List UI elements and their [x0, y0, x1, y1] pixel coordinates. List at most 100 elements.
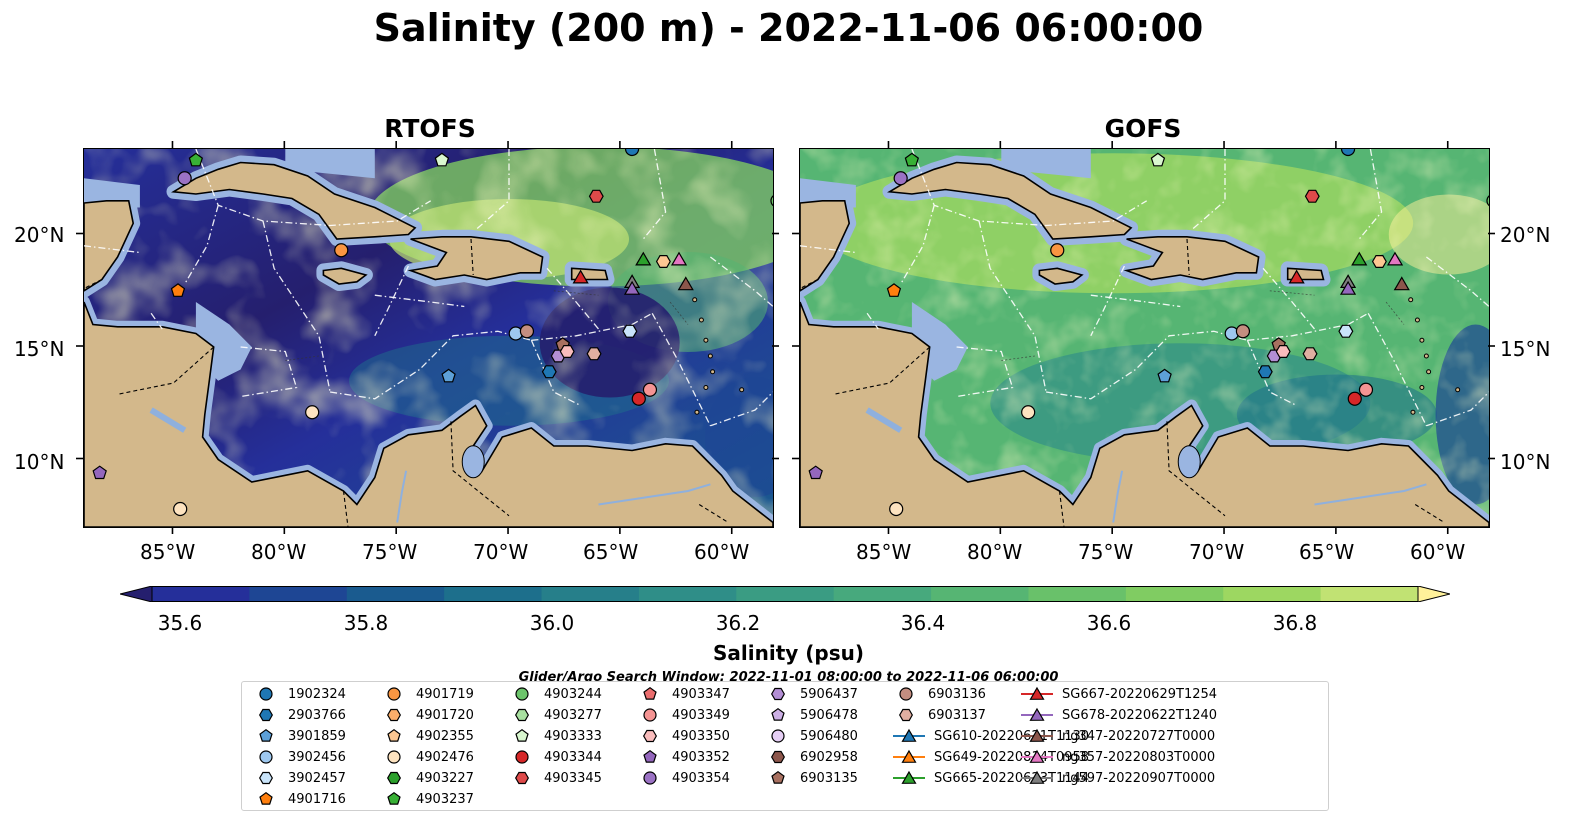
legend-item: 4903227	[380, 768, 474, 788]
marker-pentagon	[188, 152, 204, 167]
figure-title: Salinity (200 m) - 2022-11-06 06:00:00	[373, 6, 1204, 50]
marker-circle	[259, 750, 273, 764]
marker-triangle	[572, 269, 589, 284]
legend-marker-hexagon	[259, 708, 273, 722]
legend-label: ng357-20220803T0000	[1062, 749, 1216, 765]
colorbar-frame	[151, 586, 1419, 602]
small-island	[1419, 385, 1425, 390]
legend-label: 4902476	[416, 749, 474, 765]
marker-pentagon	[808, 465, 823, 480]
eez-boundary	[956, 346, 1014, 398]
legend-marker-pentagon	[771, 770, 785, 784]
marker-circle	[515, 750, 529, 764]
lon-label-85w-left: 85°W	[140, 540, 196, 564]
legend-item: 4902355	[380, 726, 474, 746]
land-island	[1123, 236, 1260, 281]
legend-marker-hexagon	[899, 708, 913, 722]
marker-circle	[643, 771, 657, 785]
marker-hexagon	[541, 365, 557, 379]
legend-item: 6902958	[764, 747, 858, 767]
bathymetry-contour	[669, 301, 689, 325]
legend-marker-circle	[259, 750, 273, 764]
lon-label-75w-left: 75°W	[362, 540, 418, 564]
marker-pentagon	[1150, 152, 1166, 167]
marker-triangle	[1029, 749, 1045, 763]
colorbar-segment	[833, 586, 932, 602]
legend-marker-pentagon	[387, 728, 401, 742]
marker-hexagon	[622, 324, 638, 338]
marker-hexagon	[1304, 189, 1320, 203]
legend-label: SG610-20220621T1130	[934, 728, 1090, 744]
marker-pentagon	[886, 283, 902, 297]
legend-item: SG665-20220623T1144	[892, 768, 1089, 788]
marker-triangle	[901, 749, 917, 763]
legend-label: 5906480	[800, 728, 858, 744]
country-border	[342, 490, 349, 527]
legend-item: 3902456	[252, 747, 346, 767]
marker-hexagon	[643, 729, 657, 743]
colorbar-segment	[736, 586, 835, 602]
marker-circle	[899, 687, 913, 701]
eez-boundary	[530, 340, 581, 407]
bathymetry-contour	[553, 290, 599, 296]
bahamas-shelf	[285, 149, 375, 179]
legend-label: 4903354	[672, 770, 730, 786]
legend-marker-hexagon	[515, 708, 529, 722]
legend-label: ng347-20220727T0000	[1062, 728, 1216, 744]
legend-label: 4901720	[416, 707, 474, 723]
legend-item: 4903349	[636, 705, 730, 725]
land-island	[887, 161, 1133, 240]
small-island	[698, 317, 704, 323]
legend-label: 6902958	[800, 749, 858, 765]
marker-circle	[893, 171, 908, 186]
legend-marker-circle	[259, 687, 273, 701]
marker-triangle	[1351, 251, 1368, 266]
eez-boundary	[84, 245, 140, 254]
small-island	[707, 353, 713, 359]
marker-circle	[173, 501, 188, 517]
legend-item: 2903766	[252, 705, 346, 725]
marker-triangle	[1386, 251, 1404, 266]
legend-marker-circle	[771, 729, 785, 743]
marker-triangle	[635, 251, 652, 266]
lon-label-60w-left: 60°W	[694, 540, 750, 564]
land-island	[1038, 267, 1084, 285]
river	[598, 483, 711, 506]
river	[1112, 470, 1124, 523]
small-island	[692, 297, 698, 303]
marker-circle	[387, 750, 401, 764]
marker-triangle	[1029, 770, 1045, 784]
eez-boundary	[150, 312, 163, 330]
small-island	[694, 409, 700, 415]
marker-triangle	[670, 251, 688, 266]
eez-boundary	[374, 265, 409, 337]
colorbar-segment	[1223, 586, 1322, 602]
colorbar-segment	[444, 586, 543, 602]
marker-pentagon	[643, 749, 657, 763]
eez-boundary	[710, 391, 773, 427]
marker-circle	[771, 729, 785, 743]
lon-label-60w-right: 60°W	[1410, 540, 1466, 564]
colorbar-tick: 35.8	[343, 611, 389, 635]
marker-circle	[889, 501, 904, 517]
marker-circle	[1340, 149, 1356, 157]
legend-item: 6903136	[892, 684, 986, 704]
colorbar-tick: 36.6	[1086, 611, 1132, 635]
eez-boundary	[1090, 265, 1125, 337]
legend-label: 5906437	[800, 686, 858, 702]
colorbar-extend-low	[120, 586, 153, 602]
eez-boundary	[1262, 267, 1316, 330]
marker-circle	[631, 391, 646, 406]
marker-circle	[1358, 382, 1374, 397]
country-border	[450, 421, 510, 517]
eez-boundary	[1426, 256, 1489, 307]
legend-label: ng597-20220907T0000	[1062, 770, 1216, 786]
eez-boundary	[330, 330, 532, 400]
land-island	[407, 236, 544, 281]
legend-label: 1902324	[288, 686, 346, 702]
marker-pentagon	[771, 707, 785, 721]
legend-marker-pentagon	[643, 686, 657, 700]
legend-marker-pentagon	[771, 707, 785, 721]
colorbar-tick: 36.2	[715, 611, 761, 635]
marker-hexagon	[559, 345, 575, 358]
